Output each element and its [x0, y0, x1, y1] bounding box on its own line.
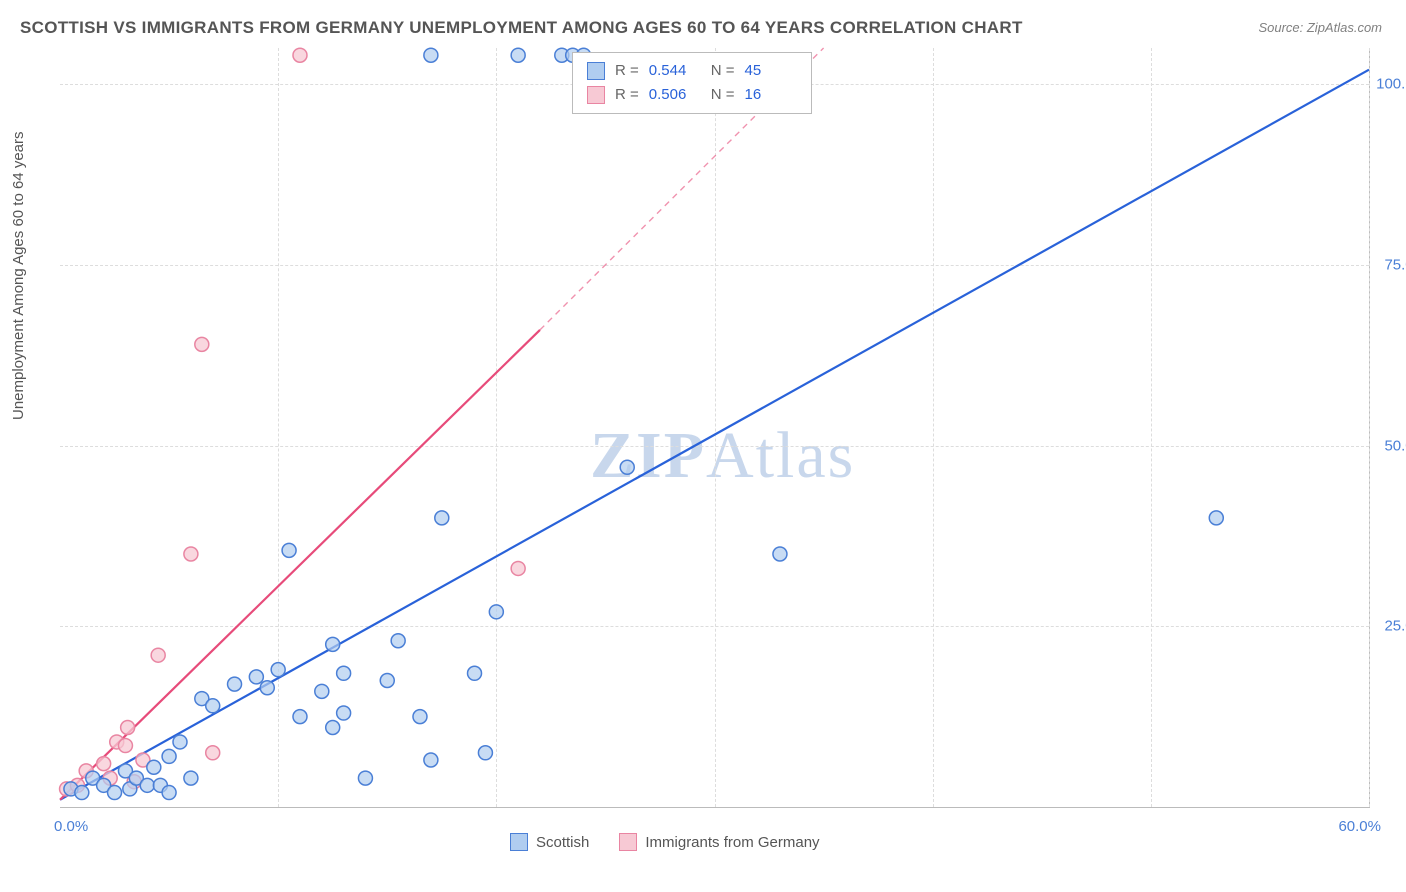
chart-title: SCOTTISH VS IMMIGRANTS FROM GERMANY UNEM…	[20, 18, 1023, 38]
marker-scottish	[620, 460, 634, 474]
marker-scottish	[773, 547, 787, 561]
marker-scottish	[75, 786, 89, 800]
marker-germany	[121, 720, 135, 734]
marker-scottish	[162, 749, 176, 763]
marker-scottish	[424, 48, 438, 62]
legend-r-value-germany: 0.506	[649, 83, 701, 107]
marker-scottish	[206, 699, 220, 713]
marker-scottish	[293, 710, 307, 724]
marker-scottish	[489, 605, 503, 619]
marker-scottish	[424, 753, 438, 767]
marker-germany	[195, 337, 209, 351]
marker-scottish	[173, 735, 187, 749]
marker-scottish	[315, 684, 329, 698]
marker-scottish	[326, 637, 340, 651]
swatch-scottish-icon	[510, 833, 528, 851]
swatch-germany-icon	[587, 86, 605, 104]
marker-germany	[206, 746, 220, 760]
y-axis-label: Unemployment Among Ages 60 to 64 years	[10, 131, 27, 420]
y-tick-label: 75.0%	[1384, 256, 1406, 273]
marker-scottish	[478, 746, 492, 760]
swatch-scottish-icon	[587, 62, 605, 80]
marker-scottish	[468, 666, 482, 680]
legend-n-value-germany: 16	[745, 83, 797, 107]
legend-r-value-scottish: 0.544	[649, 59, 701, 83]
marker-scottish	[326, 720, 340, 734]
marker-scottish	[391, 634, 405, 648]
legend-row-germany: R = 0.506 N = 16	[587, 83, 797, 107]
marker-scottish	[337, 706, 351, 720]
legend-n-label: N =	[711, 59, 735, 83]
marker-scottish	[1209, 511, 1223, 525]
legend-item-scottish: Scottish	[510, 833, 589, 851]
marker-scottish	[260, 681, 274, 695]
marker-scottish	[184, 771, 198, 785]
legend-item-germany: Immigrants from Germany	[619, 833, 819, 851]
marker-scottish	[147, 760, 161, 774]
marker-germany	[118, 739, 132, 753]
legend-label-germany: Immigrants from Germany	[645, 834, 819, 851]
marker-scottish	[511, 48, 525, 62]
plot-area: ZIPAtlas R = 0.544 N = 45 R = 0.506 N = …	[60, 48, 1370, 808]
marker-germany	[293, 48, 307, 62]
correlation-legend: R = 0.544 N = 45 R = 0.506 N = 16	[572, 52, 812, 114]
scatter-plot	[60, 48, 1369, 807]
series-legend: Scottish Immigrants from Germany	[510, 833, 820, 851]
y-tick-label: 100.0%	[1376, 76, 1406, 93]
marker-scottish	[380, 674, 394, 688]
y-tick-label: 25.0%	[1384, 618, 1406, 635]
legend-n-value-scottish: 45	[745, 59, 797, 83]
legend-r-label: R =	[615, 59, 639, 83]
marker-scottish	[271, 663, 285, 677]
swatch-germany-icon	[619, 833, 637, 851]
marker-scottish	[337, 666, 351, 680]
source-label: Source: ZipAtlas.com	[1258, 20, 1382, 35]
x-tick-label: 60.0%	[1338, 818, 1381, 835]
trendline-scottish	[60, 70, 1369, 800]
x-tick-label: 0.0%	[54, 818, 88, 835]
marker-scottish	[108, 786, 122, 800]
marker-germany	[184, 547, 198, 561]
legend-label-scottish: Scottish	[536, 834, 589, 851]
legend-row-scottish: R = 0.544 N = 45	[587, 59, 797, 83]
legend-r-label: R =	[615, 83, 639, 107]
marker-germany	[97, 757, 111, 771]
marker-scottish	[282, 543, 296, 557]
marker-scottish	[435, 511, 449, 525]
marker-scottish	[140, 778, 154, 792]
marker-scottish	[249, 670, 263, 684]
gridline-v	[1369, 48, 1370, 807]
legend-n-label: N =	[711, 83, 735, 107]
marker-germany	[151, 648, 165, 662]
marker-scottish	[162, 786, 176, 800]
marker-scottish	[413, 710, 427, 724]
y-tick-label: 50.0%	[1384, 437, 1406, 454]
marker-scottish	[358, 771, 372, 785]
marker-scottish	[228, 677, 242, 691]
marker-germany	[511, 561, 525, 575]
